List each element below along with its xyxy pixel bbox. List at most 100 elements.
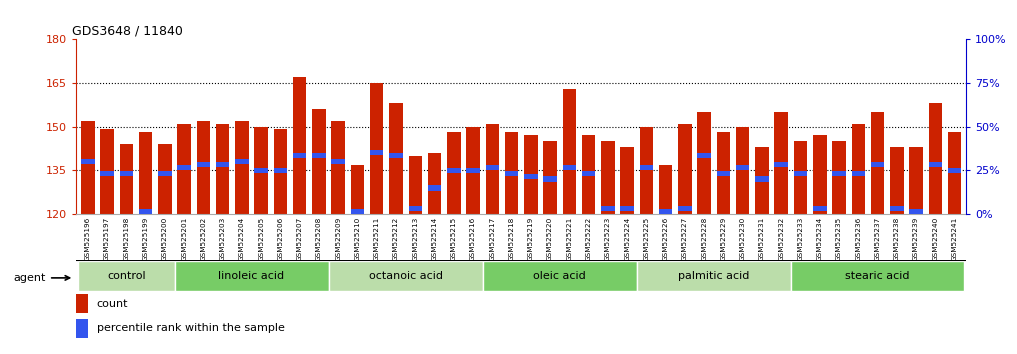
Text: octanoic acid: octanoic acid <box>368 271 442 281</box>
Bar <box>543 177 557 182</box>
Text: oleic acid: oleic acid <box>533 271 586 281</box>
Bar <box>467 168 480 173</box>
Bar <box>81 159 95 164</box>
Text: GSM525235: GSM525235 <box>836 216 842 261</box>
Bar <box>447 132 461 214</box>
Bar <box>139 132 153 214</box>
Bar <box>101 130 114 214</box>
Bar <box>332 159 345 164</box>
Text: GSM525210: GSM525210 <box>355 216 360 261</box>
Bar <box>428 185 441 190</box>
Bar <box>736 127 750 214</box>
Text: GSM525232: GSM525232 <box>778 216 784 261</box>
Text: percentile rank within the sample: percentile rank within the sample <box>97 323 285 333</box>
Text: GSM525228: GSM525228 <box>701 216 707 261</box>
Text: GSM525241: GSM525241 <box>952 216 958 261</box>
Bar <box>813 206 827 211</box>
Bar <box>851 124 865 214</box>
Text: GSM525231: GSM525231 <box>759 216 765 261</box>
Bar <box>775 162 788 167</box>
Bar <box>351 165 364 214</box>
Bar <box>793 171 807 176</box>
Bar <box>504 171 519 176</box>
Bar <box>948 168 961 173</box>
Bar <box>312 109 325 214</box>
Bar <box>775 112 788 214</box>
Bar <box>485 124 499 214</box>
Text: palmitic acid: palmitic acid <box>678 271 750 281</box>
Bar <box>254 127 267 214</box>
Bar <box>101 171 114 176</box>
Bar <box>601 206 614 211</box>
Bar <box>756 177 769 182</box>
Bar <box>216 124 230 214</box>
FancyBboxPatch shape <box>78 261 175 291</box>
Text: GSM525199: GSM525199 <box>142 216 148 261</box>
Bar <box>871 112 885 214</box>
Text: GSM525206: GSM525206 <box>278 216 284 261</box>
Text: GSM525215: GSM525215 <box>451 216 457 261</box>
Bar <box>698 153 711 158</box>
Bar <box>620 206 634 211</box>
Text: GSM525236: GSM525236 <box>855 216 861 261</box>
Text: GSM525234: GSM525234 <box>817 216 823 261</box>
Bar <box>524 135 538 214</box>
Text: GSM525204: GSM525204 <box>239 216 245 261</box>
Bar <box>139 209 153 214</box>
Bar <box>717 132 730 214</box>
Text: GSM525220: GSM525220 <box>547 216 553 261</box>
Text: GSM525196: GSM525196 <box>84 216 91 261</box>
Text: GSM525208: GSM525208 <box>316 216 322 261</box>
Bar <box>332 121 345 214</box>
Bar <box>909 147 922 214</box>
FancyBboxPatch shape <box>175 261 328 291</box>
Bar <box>890 147 903 214</box>
Text: GSM525217: GSM525217 <box>489 216 495 261</box>
Bar <box>467 127 480 214</box>
Bar <box>485 165 499 170</box>
Text: GDS3648 / 11840: GDS3648 / 11840 <box>72 25 183 38</box>
Text: GSM525202: GSM525202 <box>200 216 206 261</box>
Text: GSM525212: GSM525212 <box>393 216 399 261</box>
Text: GSM525227: GSM525227 <box>682 216 687 261</box>
Bar <box>678 206 692 211</box>
Bar <box>81 121 95 214</box>
Text: GSM525197: GSM525197 <box>104 216 110 261</box>
Bar <box>562 88 576 214</box>
Bar <box>543 141 557 214</box>
Text: GSM525203: GSM525203 <box>220 216 226 261</box>
Bar <box>504 132 519 214</box>
Text: GSM525201: GSM525201 <box>181 216 187 261</box>
Text: GSM525233: GSM525233 <box>797 216 803 261</box>
Text: stearic acid: stearic acid <box>845 271 910 281</box>
Text: GSM525223: GSM525223 <box>605 216 611 261</box>
Bar <box>948 132 961 214</box>
Bar <box>447 168 461 173</box>
Bar <box>640 127 653 214</box>
Bar <box>929 162 942 167</box>
Text: control: control <box>107 271 145 281</box>
Bar <box>890 206 903 211</box>
Bar <box>293 77 306 214</box>
Bar <box>871 162 885 167</box>
Bar <box>158 144 172 214</box>
Text: GSM525224: GSM525224 <box>624 216 631 261</box>
Bar <box>851 171 865 176</box>
Bar <box>678 124 692 214</box>
Bar <box>235 121 249 214</box>
Text: GSM525221: GSM525221 <box>566 216 573 261</box>
Bar <box>370 150 383 155</box>
Bar <box>832 171 846 176</box>
Bar <box>813 135 827 214</box>
Text: GSM525229: GSM525229 <box>720 216 726 261</box>
Bar <box>216 162 230 167</box>
Bar <box>274 168 287 173</box>
Bar <box>293 153 306 158</box>
Text: GSM525198: GSM525198 <box>123 216 129 261</box>
Bar <box>659 165 672 214</box>
Bar <box>620 147 634 214</box>
Text: GSM525230: GSM525230 <box>739 216 745 261</box>
Bar <box>428 153 441 214</box>
Bar <box>120 144 133 214</box>
Bar <box>793 141 807 214</box>
